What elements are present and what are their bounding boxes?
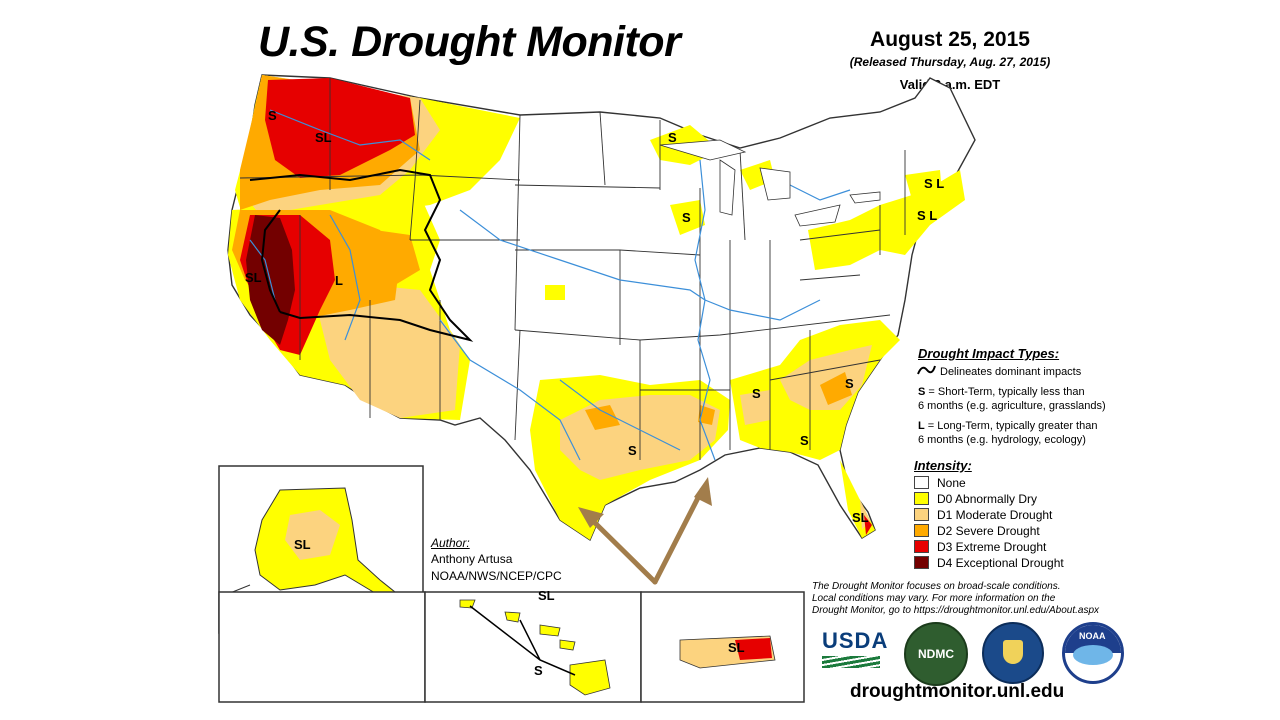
intensity-label-d1: D1 Moderate Drought xyxy=(937,508,1053,522)
disclaimer-line2: Local conditions may vary. For more info… xyxy=(812,593,1056,604)
disclaimer: The Drought Monitor focuses on broad-sca… xyxy=(812,581,1132,617)
intensity-item-none: None xyxy=(914,476,1064,492)
impact-labels: SL SL L S S S S L S L S S S S SL SL SL S… xyxy=(245,108,944,678)
noaa-wordmark: NOAA xyxy=(1079,631,1106,641)
intensity-legend: Intensity: None D0 Abnormally Dry D1 Mod… xyxy=(914,458,1064,572)
intensity-item-d1: D1 Moderate Drought xyxy=(914,508,1064,524)
swatch-d3 xyxy=(914,540,929,553)
great-lakes xyxy=(659,139,881,227)
pr-inset-frame xyxy=(640,591,805,703)
label-s-texas: S xyxy=(628,443,637,458)
impact-lines xyxy=(249,168,474,342)
swatch-d0 xyxy=(914,492,929,505)
intensity-label-d4: D4 Exceptional Drought xyxy=(937,556,1064,570)
usda-logo[interactable]: USDA xyxy=(822,628,889,670)
pr-d3 xyxy=(735,638,772,660)
label-sl-newengland: S L xyxy=(917,208,937,223)
intensity-legend-heading: Intensity: xyxy=(914,458,972,473)
author-heading: Author: xyxy=(431,536,470,550)
label-sl-hawaii: SL xyxy=(538,588,555,603)
state-borders xyxy=(239,78,906,460)
map-date: August 25, 2015 xyxy=(870,28,1030,51)
label-sl-northwest: SL xyxy=(315,130,332,145)
short-term-key: S xyxy=(918,386,926,398)
label-sl-florida: SL xyxy=(852,510,869,525)
disclaimer-line3: Drought Monitor, go to https://droughtmo… xyxy=(812,605,1100,616)
label-s-georgia: S xyxy=(800,433,809,448)
ndmc-wordmark: NDMC xyxy=(918,647,954,661)
intensity-item-d4: D4 Exceptional Drought xyxy=(914,556,1064,572)
short-term-line1: = Short-Term, typically less than xyxy=(925,386,1085,398)
alaska-d1 xyxy=(285,510,340,560)
long-term-entry: L = Long-Term, typically greater than 6 … xyxy=(918,419,1106,447)
swatch-d1 xyxy=(914,508,929,521)
hawaii-inset-frame xyxy=(218,591,426,703)
short-term-line2: 6 months (e.g. agriculture, grasslands) xyxy=(918,400,1106,412)
long-term-line2: 6 months (e.g. hydrology, ecology) xyxy=(918,434,1086,446)
author-org: NOAA/NWS/NCEP/CPC xyxy=(431,569,562,583)
impact-legend: Drought Impact Types: Delineates dominan… xyxy=(918,346,1106,447)
hawaii-islands xyxy=(459,599,611,696)
label-s-illinois: S xyxy=(682,210,691,225)
label-s-washington: S xyxy=(268,108,277,123)
author-name: Anthony Artusa xyxy=(431,552,513,566)
ndmc-logo[interactable]: NDMC xyxy=(904,622,968,686)
intensity-label-d0: D0 Abnormally Dry xyxy=(937,492,1038,506)
swatch-d2 xyxy=(914,524,929,537)
intensity-label-d3: D3 Extreme Drought xyxy=(937,540,1047,554)
commerce-shield-icon xyxy=(1003,640,1023,664)
usda-field-stripes xyxy=(822,656,880,668)
label-sl-california: SL xyxy=(245,270,262,285)
noaa-logo[interactable]: NOAA xyxy=(1062,622,1124,684)
label-s-alabama: S xyxy=(752,386,761,401)
pointer-arrows xyxy=(587,487,705,585)
intensity-label-none: None xyxy=(937,476,966,490)
arrow-heads xyxy=(578,477,712,528)
label-sl-pr: SL xyxy=(728,640,745,655)
impact-legend-heading: Drought Impact Types: xyxy=(918,346,1060,361)
intensity-item-d0: D0 Abnormally Dry xyxy=(914,492,1064,508)
map-title: U.S. Drought Monitor xyxy=(258,18,681,66)
label-s-hawaii: S xyxy=(534,663,543,678)
label-s-carolina: S xyxy=(845,376,854,391)
rivers xyxy=(249,109,851,461)
label-s-michigan: S xyxy=(668,130,677,145)
delineates-text: Delineates dominant impacts xyxy=(940,366,1082,378)
long-term-key: L xyxy=(918,420,925,432)
long-term-line1: = Long-Term, typically greater than xyxy=(924,420,1098,432)
usda-wordmark: USDA xyxy=(822,628,889,653)
drought-monitor-url[interactable]: droughtmonitor.unl.edu xyxy=(850,681,1065,702)
release-note: (Released Thursday, Aug. 27, 2015) xyxy=(849,55,1051,69)
swatch-d4 xyxy=(914,556,929,569)
impact-line-icon xyxy=(917,365,936,375)
label-sl-maine: S L xyxy=(924,176,944,191)
label-sl-alaska: SL xyxy=(294,537,311,552)
noaa-wave-icon xyxy=(1073,645,1113,665)
intensity-item-d2: D2 Severe Drought xyxy=(914,524,1064,540)
disclaimer-line1: The Drought Monitor focuses on broad-sca… xyxy=(812,581,1061,592)
hawaii-lines xyxy=(469,605,576,676)
swatch-none xyxy=(914,476,929,489)
intensity-label-d2: D2 Severe Drought xyxy=(937,524,1040,538)
commerce-logo[interactable] xyxy=(982,622,1044,684)
label-l-nevada: L xyxy=(335,273,343,288)
short-term-entry: S = Short-Term, typically less than 6 mo… xyxy=(918,385,1106,413)
intensity-item-d3: D3 Extreme Drought xyxy=(914,540,1064,556)
